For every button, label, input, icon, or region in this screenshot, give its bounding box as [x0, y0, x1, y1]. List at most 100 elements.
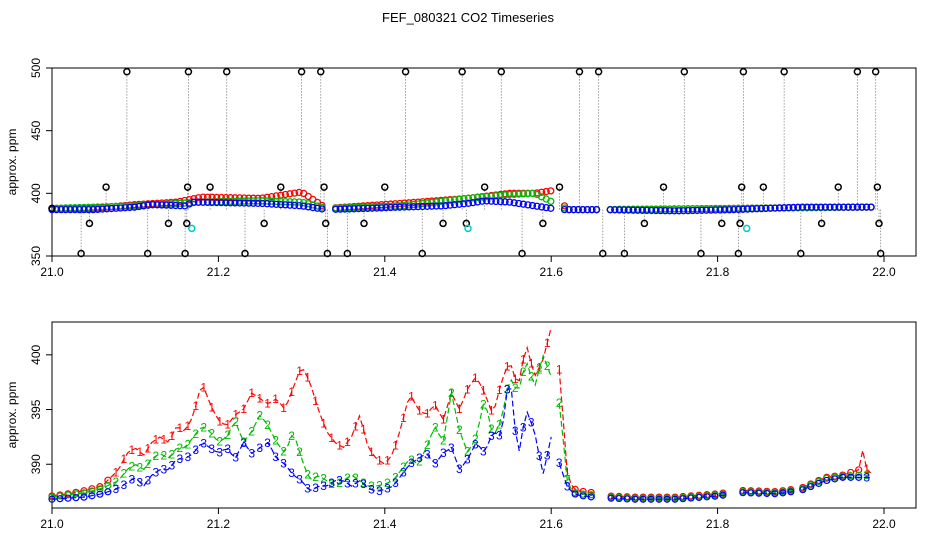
bottom-series-1-point [855, 466, 863, 474]
top-series-blue-point [853, 203, 862, 211]
bottom-series-1-marker: 1 [113, 465, 120, 479]
top-series-blue-point [226, 199, 235, 207]
top-series-blue-point [405, 203, 413, 211]
bottom-series-3-point [96, 490, 104, 498]
bottom-series-3-marker: 3 [504, 383, 511, 397]
top-series-blue-point [245, 199, 253, 207]
bottom-series-3-point [831, 475, 839, 483]
bottom-series-1-marker: 1 [456, 402, 463, 416]
top-series-blue-point [570, 205, 578, 214]
top-series-blue-point [634, 206, 642, 214]
bottom-x-tick-label: 21.2 [207, 517, 231, 531]
top-reference-point [381, 183, 389, 191]
bottom-series-1-marker: 1 [232, 408, 239, 422]
top-series-blue-point [656, 206, 665, 215]
bottom-series-3-marker: 3 [424, 448, 431, 462]
top-series-blue-point [757, 204, 765, 213]
top-reference-point [418, 249, 426, 258]
top-series-blue-point [144, 201, 152, 209]
top-reference-point [184, 68, 193, 76]
top-series-blue-point [52, 205, 61, 214]
top-reference-point [480, 183, 489, 191]
bottom-y-tick-label: 400 [29, 344, 43, 364]
bottom-series-3-marker: 3 [488, 429, 495, 443]
top-series-blue-point [350, 205, 358, 213]
top-panel-ppm-scatter: 21.0 21.2 21.4 21.6 21.8 22.0 350 400 450 500 appr… [5, 58, 917, 279]
top-series-blue-point [743, 205, 752, 213]
top-series-red-point [231, 194, 239, 202]
bottom-series-2-marker: 2 [863, 468, 870, 482]
top-series-red-point [190, 195, 198, 203]
bottom-series-3-marker: 3 [288, 466, 295, 480]
bottom-series-2-marker: 2 [400, 460, 407, 474]
top-series-blue-point [643, 206, 651, 215]
bottom-series-2-point [64, 491, 72, 499]
bottom-series-1-marker: 1 [520, 353, 527, 367]
top-series-blue-point [89, 205, 97, 214]
top-series-blue-point [753, 205, 761, 213]
top-series-blue-point [277, 200, 285, 209]
bottom-series-3-marker: 3 [556, 456, 563, 470]
top-reference-point [817, 219, 826, 228]
top-reference-point [401, 68, 410, 76]
top-series-blue-point [254, 199, 262, 207]
bottom-series-3-marker: 3 [408, 456, 415, 470]
bottom-series-3-point [747, 489, 755, 497]
top-series-green-point [524, 190, 532, 198]
top-series-blue-point [231, 199, 239, 207]
bottom-series-1-marker: 1 [352, 419, 359, 433]
top-reference-point [260, 219, 268, 228]
bottom-series-3-marker: 3 [208, 442, 215, 456]
bottom-series-1-point [88, 485, 96, 493]
bottom-series-1-point [104, 476, 112, 484]
top-series-red-point [208, 193, 216, 201]
top-reference-point [497, 68, 506, 76]
top-series-blue-point [162, 201, 171, 209]
top-series-green-point [478, 193, 486, 201]
bottom-x-tick-label: 21.4 [373, 517, 397, 531]
top-series-blue-point [267, 200, 276, 208]
top-series-red-point [295, 188, 303, 197]
bottom-series-2-marker: 2 [432, 420, 439, 434]
top-x-tick-label: 21.0 [40, 265, 64, 279]
top-plot-frame [51, 67, 917, 257]
bottom-series-3-point [695, 493, 703, 502]
top-series-green-point [295, 198, 303, 206]
bottom-series-3-point [839, 473, 847, 481]
top-series-green-point [505, 190, 514, 199]
bottom-series-3-marker: 3 [432, 456, 439, 470]
top-series-blue-point [377, 204, 386, 212]
top-series-blue-point [647, 206, 656, 215]
bottom-series-3-marker: 3 [280, 456, 287, 470]
bottom-series-3-point [607, 494, 615, 502]
top-series-red-point [281, 190, 290, 199]
bottom-series-2-marker: 2 [440, 433, 447, 447]
top-series-blue-point [112, 204, 120, 212]
top-y-tick-label: 350 [29, 246, 43, 266]
bottom-series-1-marker: 1 [512, 372, 519, 386]
top-series-blue-point [716, 206, 724, 214]
top-series-blue-point [318, 205, 326, 213]
top-series-blue-point [638, 206, 646, 214]
bottom-series-2-marker: 2 [556, 396, 563, 410]
top-reference-point [181, 249, 189, 258]
top-series-blue-point [75, 205, 84, 214]
top-reference-point [797, 249, 805, 258]
bottom-series-2-marker: 2 [328, 477, 335, 491]
bottom-series-3-point [711, 492, 719, 500]
top-reference-point [853, 68, 862, 76]
bottom-series-3-point [719, 491, 727, 499]
bottom-y-tick-label: 395 [29, 399, 43, 419]
top-reference-point [343, 249, 352, 258]
top-series-blue-point [762, 204, 770, 213]
top-series-blue-point [300, 202, 308, 210]
bottom-series-1-marker: 1 [408, 389, 415, 403]
top-reference-point [759, 183, 768, 191]
top-series-blue-point [766, 204, 775, 212]
top-series-green-point [455, 195, 463, 203]
bottom-series-3-point [679, 495, 687, 503]
bottom-series-1-marker: 1 [200, 380, 207, 394]
bottom-series-2-marker: 2 [480, 398, 487, 412]
top-series-blue-point [158, 201, 166, 209]
bottom-series-3-marker: 3 [512, 424, 519, 438]
